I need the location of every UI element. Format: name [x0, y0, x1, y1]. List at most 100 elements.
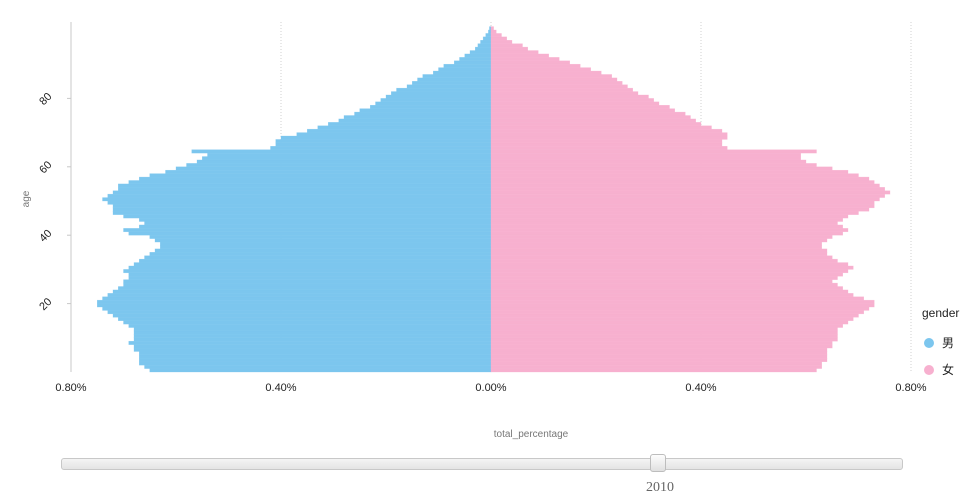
bar[interactable] [490, 272, 843, 277]
bar[interactable] [490, 135, 728, 140]
bar[interactable] [459, 57, 492, 62]
bar[interactable] [417, 77, 492, 82]
bar[interactable] [133, 344, 492, 349]
bar[interactable] [490, 139, 723, 144]
bar[interactable] [275, 139, 492, 144]
bar[interactable] [123, 282, 492, 287]
bar[interactable] [490, 197, 880, 202]
bar[interactable] [490, 245, 822, 250]
bar[interactable] [385, 94, 492, 99]
bar[interactable] [490, 50, 539, 55]
bar[interactable] [144, 221, 492, 226]
bar[interactable] [139, 358, 492, 362]
bar[interactable] [490, 125, 712, 130]
bar[interactable] [118, 286, 492, 291]
bar[interactable] [107, 310, 492, 315]
bar[interactable] [485, 33, 492, 38]
bar[interactable] [139, 351, 492, 356]
year-slider-track[interactable] [61, 454, 903, 472]
bar[interactable] [490, 252, 828, 256]
bar[interactable] [175, 166, 492, 171]
bar[interactable] [490, 255, 833, 260]
bar[interactable] [112, 211, 492, 215]
bar[interactable] [490, 241, 822, 246]
bar[interactable] [139, 224, 492, 229]
bar[interactable] [328, 122, 492, 127]
bar[interactable] [490, 364, 822, 369]
bar[interactable] [490, 354, 828, 359]
year-slider-handle[interactable] [650, 454, 667, 472]
bar[interactable] [490, 275, 838, 280]
bar[interactable] [133, 334, 492, 339]
bar[interactable] [270, 146, 492, 150]
bar[interactable] [149, 252, 492, 256]
bar[interactable] [296, 132, 492, 137]
bar[interactable] [354, 111, 492, 116]
bar[interactable] [112, 204, 492, 209]
bar[interactable] [464, 53, 492, 58]
bar[interactable] [490, 258, 838, 263]
bar[interactable] [375, 101, 492, 106]
bar[interactable] [490, 163, 817, 168]
bar[interactable] [207, 152, 492, 157]
bar[interactable] [480, 40, 492, 44]
bar[interactable] [490, 115, 691, 120]
bar[interactable] [454, 60, 492, 65]
bar[interactable] [490, 334, 838, 339]
bar[interactable] [107, 293, 492, 298]
bar[interactable] [490, 60, 570, 65]
bar[interactable] [490, 306, 870, 311]
bar[interactable] [144, 364, 492, 369]
bar[interactable] [391, 91, 492, 96]
bar[interactable] [490, 327, 838, 332]
bar[interactable] [490, 228, 849, 233]
bar[interactable] [490, 169, 849, 174]
bar[interactable] [112, 289, 492, 294]
bar[interactable] [112, 207, 492, 212]
bar[interactable] [490, 146, 728, 150]
bar[interactable] [490, 340, 833, 345]
bar[interactable] [490, 204, 875, 209]
bar[interactable] [133, 262, 492, 267]
bar[interactable] [107, 200, 492, 205]
bar[interactable] [490, 98, 654, 103]
bar[interactable] [139, 361, 492, 366]
bar[interactable] [396, 87, 492, 92]
bar[interactable] [438, 67, 492, 72]
bar[interactable] [490, 183, 880, 188]
bar[interactable] [317, 125, 492, 130]
bar[interactable] [490, 347, 828, 352]
bar[interactable] [133, 327, 492, 332]
bar[interactable] [102, 306, 492, 311]
bar[interactable] [490, 190, 891, 195]
bar[interactable] [488, 29, 492, 34]
bar[interactable] [490, 279, 833, 284]
bar[interactable] [490, 344, 833, 349]
bar[interactable] [128, 265, 492, 270]
bar[interactable] [149, 234, 492, 239]
bar[interactable] [490, 40, 513, 44]
bar[interactable] [102, 296, 492, 301]
bar[interactable] [490, 159, 807, 164]
bar[interactable] [490, 248, 828, 253]
bar[interactable] [490, 111, 686, 116]
bar[interactable] [490, 94, 649, 99]
bar[interactable] [490, 231, 843, 236]
bar[interactable] [490, 132, 728, 137]
bar[interactable] [307, 128, 492, 133]
bar[interactable] [154, 238, 492, 243]
bar[interactable] [490, 211, 859, 215]
bar[interactable] [128, 275, 492, 280]
bar[interactable] [490, 26, 494, 31]
bar[interactable] [490, 46, 528, 51]
bar[interactable] [475, 46, 492, 51]
bar[interactable] [343, 115, 492, 120]
bar[interactable] [280, 135, 492, 140]
bar[interactable] [165, 169, 492, 174]
bar[interactable] [149, 368, 492, 373]
bar[interactable] [102, 197, 492, 202]
bar[interactable] [490, 122, 702, 127]
bar[interactable] [490, 351, 828, 356]
bar[interactable] [490, 77, 618, 82]
bar[interactable] [490, 299, 875, 304]
